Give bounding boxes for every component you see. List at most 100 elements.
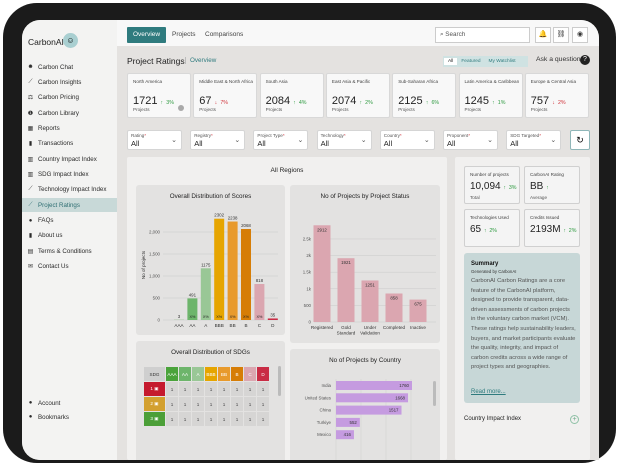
sidebar-item-label: SDG Impact Index — [38, 171, 89, 178]
arrow-up-icon: ↑ — [492, 100, 495, 106]
filter-dropdown[interactable]: Technology* All ⌄ — [317, 130, 372, 150]
table-cell: 1 — [205, 412, 218, 427]
scrollbar[interactable] — [433, 381, 436, 406]
sidebar-item[interactable]: ⟋Technology Impact Index — [22, 183, 117, 197]
region-card[interactable]: Sub-Saharan Africa 2125 ↑ 6% Projects — [392, 73, 456, 118]
filter-value: All — [194, 139, 202, 148]
table-cell: 1 — [244, 382, 257, 397]
sidebar-item[interactable]: ▥SDG Impact Index — [22, 167, 117, 181]
filter-dropdown[interactable]: SDG Targeted* All ⌄ — [506, 130, 561, 150]
eye-icon[interactable]: ◉ — [572, 27, 588, 43]
sidebar-item[interactable]: ⟋Project Ratings — [22, 198, 117, 212]
toggle-featured[interactable]: Featured — [457, 58, 484, 65]
region-card[interactable]: Latin America & Caribbean 1245 ↑ 1% Proj… — [459, 73, 523, 118]
region-card[interactable]: South Asia 2084 ↑ 4% Projects — [260, 73, 324, 118]
reset-filters-button[interactable]: ↻ — [570, 130, 590, 150]
table-header[interactable]: B — [231, 367, 244, 382]
read-more-link[interactable]: Read more... — [471, 389, 506, 395]
region-name: Sub-Saharan Africa — [398, 79, 454, 85]
filter-dropdown[interactable]: Proponent* All ⌄ — [443, 130, 498, 150]
sidebar-item[interactable]: ☻Carbon Chat — [22, 60, 117, 74]
question-icon[interactable]: ? — [580, 55, 590, 65]
search-input[interactable]: ⌕ Search — [435, 27, 530, 43]
stat-label: Technologies Used — [470, 215, 509, 220]
link-icon[interactable]: ⛓ — [553, 27, 569, 43]
region-card[interactable]: East Asia & Pacific 2074 ↑ 2% Projects — [326, 73, 390, 118]
sidebar-item-label: Terms & Conditions — [38, 248, 92, 255]
sidebar-item[interactable]: ▥Country Impact Index — [22, 152, 117, 166]
mascot-icon: ☺ — [63, 33, 78, 48]
inner-percent-label: X% — [230, 315, 237, 319]
y-tick-label: 2k — [306, 253, 311, 258]
table-cell: 1 — [166, 382, 179, 397]
table-cell: 1 — [231, 382, 244, 397]
sidebar-item-label: Account — [38, 400, 60, 407]
table-header[interactable]: BBB — [205, 367, 218, 382]
table-header[interactable]: AAA — [166, 367, 179, 382]
filter-dropdown[interactable]: Registry* All ⌄ — [190, 130, 245, 150]
page-subtitle[interactable]: Overview — [185, 57, 216, 64]
table-cell: 1 — [179, 397, 192, 412]
table-cell: 1 — [231, 412, 244, 427]
tab-overview[interactable]: Overview — [127, 27, 166, 43]
toggle-all[interactable]: All — [444, 58, 457, 65]
ask-question-link[interactable]: Ask a question — [536, 56, 581, 63]
sidebar-item[interactable]: ▮About us — [22, 229, 117, 243]
table-cell: 1 — [166, 397, 179, 412]
filter-dropdown[interactable]: Project Type* All ⌄ — [253, 130, 308, 150]
sidebar-item[interactable]: ●Bookmarks — [22, 410, 117, 424]
sidebar-item[interactable]: ●FAQs — [22, 214, 117, 228]
chevron-down-icon: ⌄ — [171, 136, 177, 144]
filter-dropdown[interactable]: Rating* All ⌄ — [127, 130, 182, 150]
x-tick-label: Inactive — [410, 325, 426, 330]
sidebar-item[interactable]: ⚖Carbon Pricing — [22, 91, 117, 105]
sidebar-item[interactable]: ▮Transactions — [22, 137, 117, 151]
info-icon[interactable] — [178, 105, 184, 111]
region-card[interactable]: North America 1721 ↑ 3% Projects — [127, 73, 191, 118]
table-header[interactable]: C — [244, 367, 257, 382]
region-name: Latin America & Caribbean — [465, 79, 521, 85]
data-label: 818 — [256, 278, 264, 283]
data-label: 1668 — [395, 395, 405, 400]
sidebar-item[interactable]: ✉Contact Us — [22, 260, 117, 274]
table-header[interactable]: SDG — [144, 367, 166, 382]
sidebar-item[interactable]: ▦Reports — [22, 121, 117, 135]
notification-bell-icon[interactable]: 🔔 — [535, 27, 551, 43]
scrollbar[interactable] — [278, 366, 281, 396]
sidebar-item[interactable]: ⟋Carbon Insights — [22, 75, 117, 89]
data-label: 1517 — [389, 408, 399, 413]
y-tick-label: 1k — [306, 286, 311, 291]
sidebar-item[interactable]: ●Account — [22, 396, 117, 410]
table-header[interactable]: A — [192, 367, 205, 382]
region-card[interactable]: Middle East & North Africa 67 ↓ 7% Proje… — [193, 73, 257, 118]
filter-value: All — [447, 139, 455, 148]
table-header[interactable]: BB — [218, 367, 231, 382]
table-header[interactable]: D — [257, 367, 270, 382]
data-label: 1251 — [365, 282, 375, 287]
filter-label: Country* — [384, 133, 402, 138]
region-change: 2% — [365, 100, 373, 106]
table-header[interactable]: AA — [179, 367, 192, 382]
contact-icon: ✉ — [27, 263, 34, 270]
scale-icon: ⚖ — [27, 94, 34, 101]
tab-projects[interactable]: Projects — [172, 27, 195, 43]
y-tick-label: 1.5k — [303, 270, 312, 275]
expand-plus-icon[interactable]: + — [570, 415, 579, 424]
stat-value: 10,094 ↑ 3% — [470, 181, 516, 192]
region-sub: Projects — [133, 107, 150, 112]
stat-label: CarbonAI Rating — [530, 172, 564, 177]
tab-comparisons[interactable]: Comparisons — [205, 27, 243, 43]
toggle-watchlist[interactable]: My Watchlist — [485, 58, 520, 65]
region-card[interactable]: Europe & Central Asia 757 ↓ 2% Projects — [525, 73, 589, 118]
sdg-cell: 3 ▣ — [144, 412, 166, 427]
region-sub: Projects — [531, 107, 548, 112]
sidebar-item[interactable]: ▤Terms & Conditions — [22, 244, 117, 258]
y-tick-label: 500 — [153, 296, 161, 301]
stat-card: Credits Issued 2193M ↑ 2% — [524, 209, 580, 247]
filter-dropdown[interactable]: Country* All ⌄ — [380, 130, 435, 150]
table-cell: 1 — [231, 397, 244, 412]
filter-value: All — [131, 139, 139, 148]
